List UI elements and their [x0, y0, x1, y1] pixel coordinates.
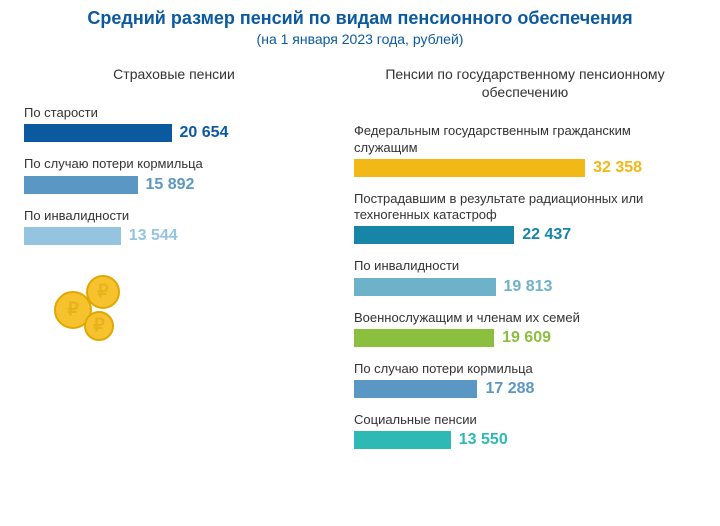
bar-row: 19 609	[354, 329, 696, 347]
page-subtitle: (на 1 января 2023 года, рублей)	[20, 31, 700, 47]
bar-row: 13 550	[354, 431, 696, 449]
bar-row: 20 654	[24, 124, 324, 142]
bar-item: По случаю потери кормильца 15 892	[24, 156, 324, 193]
ruble-coin-icon: ₽	[84, 311, 114, 341]
bar-value: 19 813	[504, 278, 553, 296]
bar-value: 17 288	[485, 380, 534, 398]
bar	[354, 278, 496, 296]
bar	[24, 124, 172, 142]
bar-value: 32 358	[593, 159, 642, 177]
bar-label: По случаю потери кормильца	[354, 361, 696, 377]
header: Средний размер пенсий по видам пенсионно…	[0, 0, 720, 51]
bar-label: По старости	[24, 105, 324, 121]
columns: Страховые пенсии По старости 20 654 По слу…	[0, 51, 720, 463]
bar-label: Пострадавшим в результате радиационных и…	[354, 191, 696, 224]
bar-item: По инвалидности 13 544	[24, 208, 324, 245]
bar-label: Военнослужащим и членам их семей	[354, 310, 696, 326]
bar-value: 22 437	[522, 226, 571, 244]
bar	[354, 380, 477, 398]
bar	[354, 431, 451, 449]
bar-row: 22 437	[354, 226, 696, 244]
bar-row: 13 544	[24, 227, 324, 245]
bar-item: Военнослужащим и членам их семей 19 609	[354, 310, 696, 347]
bar-label: По случаю потери кормильца	[24, 156, 324, 172]
bar-item: По случаю потери кормильца 17 288	[354, 361, 696, 398]
bar-row: 15 892	[24, 176, 324, 194]
bar-label: По инвалидности	[24, 208, 324, 224]
bar-row: 32 358	[354, 159, 696, 177]
bar-item: По инвалидности 19 813	[354, 258, 696, 295]
bar-item: Социальные пенсии 13 550	[354, 412, 696, 449]
bar	[24, 176, 138, 194]
column-right-heading: Пенсии по государственному пенсионному о…	[354, 65, 696, 101]
right-bars: Федеральным государственным гражданским …	[354, 123, 696, 449]
bar-value: 15 892	[146, 176, 195, 194]
bar	[354, 159, 585, 177]
bar	[354, 226, 514, 244]
bar	[354, 329, 494, 347]
bar-item: По старости 20 654	[24, 105, 324, 142]
bar	[24, 227, 121, 245]
bar-label: По инвалидности	[354, 258, 696, 274]
bar-value: 13 544	[129, 227, 178, 245]
left-bars: По старости 20 654 По случаю потери кормил…	[24, 105, 324, 245]
column-right: Пенсии по государственному пенсионному о…	[354, 65, 696, 463]
column-left: Страховые пенсии По старости 20 654 По слу…	[24, 65, 324, 463]
bar-item: Пострадавшим в результате радиационных и…	[354, 191, 696, 245]
bar-row: 17 288	[354, 380, 696, 398]
coins-decoration: ₽₽₽	[54, 275, 144, 355]
bar-value: 20 654	[180, 124, 229, 142]
bar-label: Федеральным государственным гражданским …	[354, 123, 696, 156]
bar-row: 19 813	[354, 278, 696, 296]
bar-label: Социальные пенсии	[354, 412, 696, 428]
bar-value: 19 609	[502, 329, 551, 347]
column-left-heading: Страховые пенсии	[24, 65, 324, 83]
bar-item: Федеральным государственным гражданским …	[354, 123, 696, 177]
page-title: Средний размер пенсий по видам пенсионно…	[20, 8, 700, 29]
bar-value: 13 550	[459, 431, 508, 449]
ruble-coin-icon: ₽	[86, 275, 120, 309]
